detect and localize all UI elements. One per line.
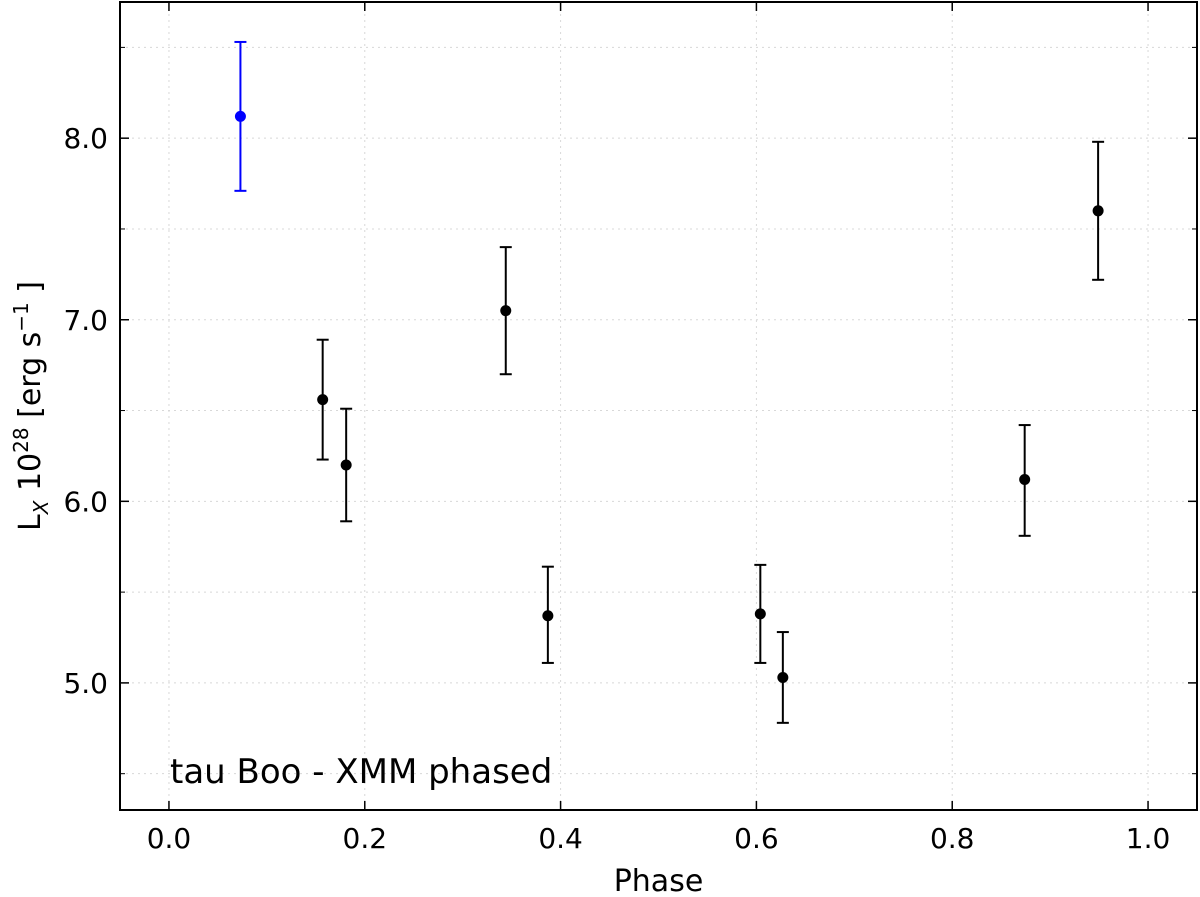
point-marker [777,671,789,683]
data-point [1018,424,1031,537]
y-axis-label-unit-close: ] [13,281,48,302]
chart-annotation: tau Boo - XMM phased [170,752,552,792]
x-axis-label: Phase [614,864,704,897]
y-axis-label: LX 1028 [erg s−1 ] [9,281,53,531]
point-marker [1092,205,1104,217]
y-tick-label: 8.0 [63,122,108,155]
grid [120,2,1197,810]
point-marker [542,610,554,622]
point-marker [1019,474,1031,486]
data-point [776,631,789,724]
point-marker [340,459,352,471]
data-point [234,40,247,192]
ticks: 0.0 0.2 0.4 0.6 0.8 1.0 5.0 6.0 7.0 8.0 [63,2,1197,855]
y-axis-label-unit-exp: −1 [9,302,33,331]
data-point [1092,140,1105,281]
y-tick-label: 6.0 [63,485,108,518]
x-tick-label: 0.8 [930,822,975,855]
x-tick-label: 0.4 [538,822,583,855]
data-point [754,563,767,664]
x-tick-label: 0.0 [147,822,192,855]
y-axis-label-main: L [13,514,48,531]
data-point [499,246,512,376]
data-point [541,565,554,664]
y-axis-label-unit-open: [erg s [13,332,48,428]
point-marker [234,110,246,122]
data-point [316,338,329,461]
point-marker [317,394,329,406]
data-points [234,40,1105,724]
plot-frame [119,1,1198,811]
y-axis-label-middle: 10 [13,453,48,501]
x-tick-label: 0.6 [734,822,779,855]
y-axis-label-subscript: X [29,499,53,515]
data-point [340,407,353,523]
x-tick-label: 0.2 [343,822,388,855]
y-axis-label-superscript: 28 [9,427,33,452]
point-marker [500,305,512,317]
x-tick-label: 1.0 [1126,822,1171,855]
y-tick-label: 7.0 [63,304,108,337]
point-marker [754,608,766,620]
y-tick-label: 5.0 [63,667,108,700]
